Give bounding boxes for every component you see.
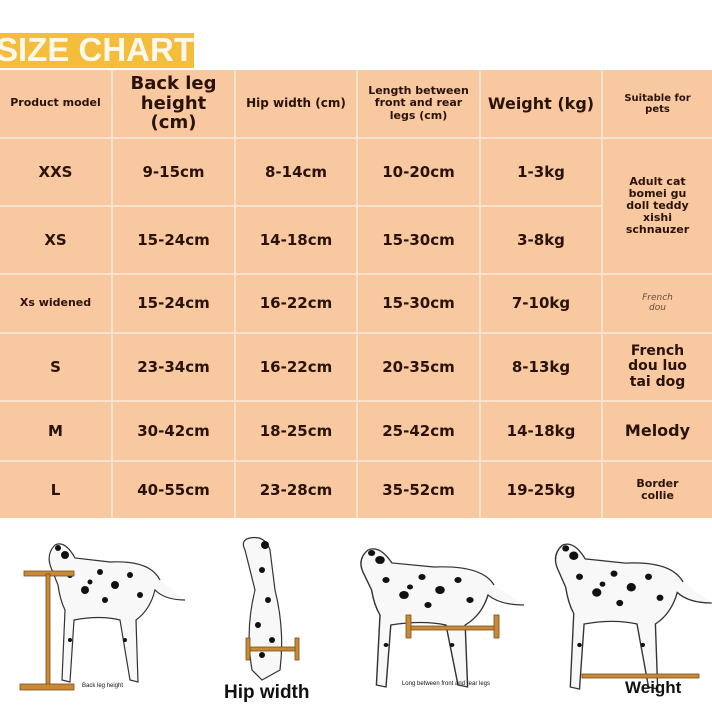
hip-width-label: Hip width bbox=[224, 682, 310, 703]
model-cell: XXS bbox=[38, 162, 73, 181]
value-cell: 9-15cm bbox=[142, 162, 205, 181]
page-title: SIZE CHART bbox=[0, 31, 194, 68]
weight-label: Weight bbox=[625, 678, 682, 697]
pets-cell: Melody bbox=[624, 421, 691, 441]
model-cell: L bbox=[50, 480, 61, 499]
value-cell: 8-13kg bbox=[511, 357, 571, 376]
model-cell: Xs widened bbox=[19, 296, 92, 310]
value-cell: 14-18kg bbox=[506, 421, 576, 440]
divider bbox=[601, 70, 603, 518]
divider bbox=[0, 137, 712, 139]
header-back-leg: Back leg height (cm) bbox=[130, 72, 217, 134]
divider bbox=[0, 273, 712, 275]
length-label: Long between front and rear legs bbox=[401, 681, 491, 687]
pets-cell: French dou luo tai dog bbox=[628, 342, 687, 390]
header-product-model: Product model bbox=[10, 96, 101, 110]
header-weight: Weight (kg) bbox=[487, 93, 595, 113]
measurement-diagrams: Back leg height Hip width Long between f… bbox=[0, 530, 712, 712]
value-cell: 30-42cm bbox=[137, 421, 210, 440]
size-table: Product model Back leg height (cm) Hip w… bbox=[0, 70, 712, 518]
value-cell: 18-25cm bbox=[259, 421, 333, 440]
divider bbox=[234, 70, 236, 518]
divider bbox=[356, 70, 358, 518]
divider bbox=[0, 332, 712, 334]
header-suitable-pets: Suitable for pets bbox=[624, 92, 691, 115]
header-hip-width: Hip width (cm) bbox=[246, 95, 346, 110]
back-leg-label: Back leg height bbox=[82, 683, 124, 689]
divider bbox=[0, 400, 712, 402]
value-cell: 25-42cm bbox=[382, 421, 455, 440]
value-cell: 40-55cm bbox=[137, 480, 210, 499]
value-cell: 16-22cm bbox=[259, 294, 333, 313]
measure-bars bbox=[19, 570, 700, 691]
pets-cell: Adult cat bomei gu doll teddy xishi schn… bbox=[625, 174, 690, 237]
value-cell: 15-24cm bbox=[137, 230, 210, 249]
dog-length bbox=[360, 548, 525, 688]
pets-cell: French dou bbox=[642, 292, 673, 313]
dog-back-leg bbox=[48, 543, 186, 683]
value-cell: 1-3kg bbox=[517, 162, 565, 181]
value-cell: 23-28cm bbox=[259, 480, 333, 499]
value-cell: 23-34cm bbox=[137, 357, 210, 376]
model-cell: XS bbox=[44, 230, 67, 249]
divider bbox=[479, 70, 481, 518]
dog-hip bbox=[242, 536, 283, 681]
value-cell: 15-30cm bbox=[382, 294, 455, 313]
value-cell: 10-20cm bbox=[382, 162, 455, 181]
divider bbox=[111, 70, 113, 518]
dalmatian-illustrations bbox=[19, 536, 712, 691]
value-cell: 8-14cm bbox=[264, 162, 328, 181]
value-cell: 20-35cm bbox=[382, 357, 455, 376]
divider bbox=[0, 460, 712, 462]
value-cell: 3-8kg bbox=[517, 230, 565, 249]
dog-weight bbox=[554, 543, 712, 690]
pets-cell: Border collie bbox=[636, 476, 679, 502]
header-length: Length between front and rear legs (cm) bbox=[368, 84, 469, 122]
value-cell: 15-30cm bbox=[382, 230, 455, 249]
model-cell: M bbox=[48, 421, 63, 440]
value-cell: 35-52cm bbox=[382, 480, 455, 499]
title-banner: SIZE CHART bbox=[0, 31, 194, 68]
value-cell: 15-24cm bbox=[137, 294, 210, 313]
divider bbox=[0, 205, 601, 207]
value-cell: 7-10kg bbox=[511, 294, 571, 313]
value-cell: 16-22cm bbox=[259, 357, 333, 376]
value-cell: 14-18cm bbox=[259, 230, 333, 249]
value-cell: 19-25kg bbox=[506, 480, 576, 499]
model-cell: S bbox=[50, 357, 61, 376]
